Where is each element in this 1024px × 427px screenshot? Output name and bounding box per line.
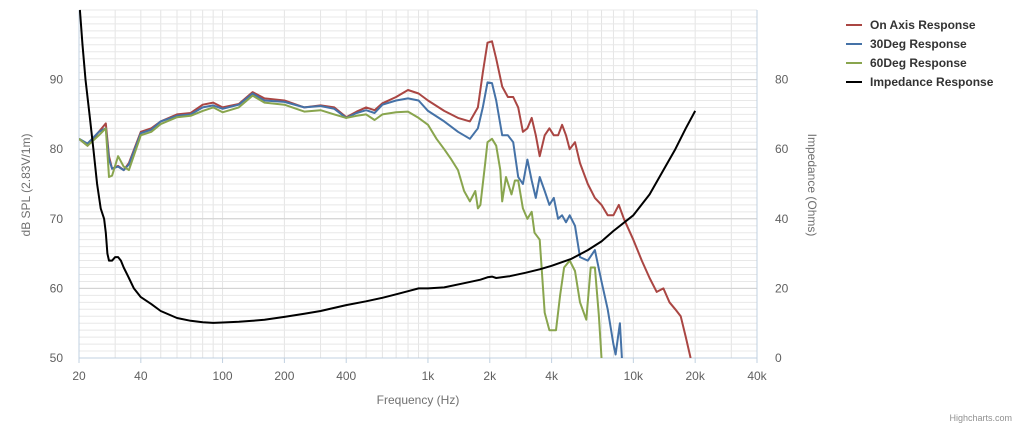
y2-tick-label: 80 (775, 73, 789, 87)
y-tick-label: 60 (50, 281, 64, 295)
legend-label: Impedance Response (870, 75, 994, 89)
axes: 20 40 100 200 400 1k 2k 4k 10k 20k 40k 50 60 70 80 90 0 2… (50, 10, 789, 383)
series-line-on-axis-response (79, 40, 692, 358)
legend-label: 30Deg Response (870, 37, 967, 51)
x-tick-label: 20k (685, 369, 705, 383)
y-axis-title: dB SPL (2.83V/1m) (19, 134, 33, 237)
credits-link[interactable]: Highcharts.com (949, 413, 1012, 423)
legend-item-60deg-response[interactable]: 60Deg Response (846, 56, 967, 70)
y-tick-label: 80 (50, 142, 64, 156)
y2-tick-label: 40 (775, 212, 789, 226)
y-tick-label: 90 (50, 73, 64, 87)
series-line-impedance-response (79, 9, 697, 324)
legend-item-on-axis-response[interactable]: On Axis Response (846, 18, 976, 32)
x-tick-label: 20 (72, 369, 86, 383)
x-axis-title: Frequency (Hz) (377, 393, 460, 407)
y2-tick-label: 0 (775, 351, 782, 365)
x-tick-label: 100 (213, 369, 233, 383)
x-tick-label: 40k (747, 369, 767, 383)
x-tick-label: 2k (483, 369, 497, 383)
legend-label: On Axis Response (870, 18, 976, 32)
x-tick-label: 40 (134, 369, 148, 383)
series-line-60deg-response (79, 94, 603, 358)
x-tick-label: 4k (545, 369, 559, 383)
x-tick-label: 10k (624, 369, 644, 383)
series-layer (79, 9, 697, 358)
x-tick-label: 1k (422, 369, 436, 383)
legend-label: 60Deg Response (870, 56, 967, 70)
y2-axis-title: Impedance (Ohms) (805, 134, 819, 237)
series-line-30deg-response (79, 81, 623, 358)
legend-item-30deg-response[interactable]: 30Deg Response (846, 37, 967, 51)
x-tick-label: 200 (274, 369, 294, 383)
y-tick-label: 50 (50, 351, 64, 365)
x-tick-label: 400 (336, 369, 356, 383)
legend-item-impedance-response[interactable]: Impedance Response (846, 75, 994, 89)
y2-tick-label: 60 (775, 142, 789, 156)
y2-tick-label: 20 (775, 281, 789, 295)
y-tick-label: 70 (50, 212, 64, 226)
legend: On Axis Response 30Deg Response 60Deg Resp… (846, 18, 994, 89)
